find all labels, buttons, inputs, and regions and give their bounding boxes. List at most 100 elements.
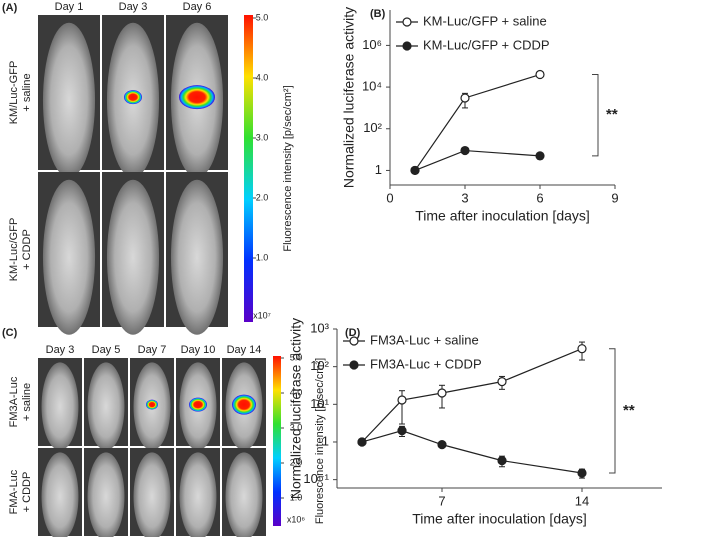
data-point: [437, 440, 447, 450]
mouse-body: [106, 179, 160, 335]
x-axis-label: Time after inoculation [days]: [415, 208, 590, 224]
colorbar-tick-label: 4.0: [290, 387, 303, 397]
colorbar-tick-label: 4.0: [256, 72, 269, 82]
row-label: KM/Luc-GFP: [8, 61, 20, 125]
mouse-body: [41, 362, 79, 451]
x-tick-label: 14: [575, 493, 589, 508]
y-axis-label: Normalized luciferase activity: [341, 7, 357, 188]
colorbar-title: Fluorescence intensity [p/sec/cm²]: [314, 358, 326, 524]
series-line: [414, 149, 541, 171]
mouse-body: [179, 452, 217, 537]
y-tick-label: 1: [322, 433, 329, 448]
row-label: KM-Luc/GFP: [8, 218, 20, 282]
day-label: Day 1: [55, 1, 84, 13]
day-label: Day 6: [183, 1, 212, 13]
significance-label: **: [623, 402, 635, 419]
mouse-body: [41, 452, 79, 537]
data-point: [437, 388, 447, 398]
colorbar-tick-label: 2.0: [290, 457, 303, 467]
x-tick-label: 6: [536, 190, 543, 205]
signal-spot: [232, 394, 256, 415]
y-tick-label: 10⁻¹: [303, 471, 329, 486]
y-tick-label: 10¹: [310, 396, 329, 411]
data-point: [535, 69, 545, 80]
significance-label: **: [606, 106, 618, 123]
legend-marker: [349, 360, 359, 370]
y-tick-label: 10⁴: [362, 79, 382, 94]
mouse-body: [87, 362, 125, 451]
colorbar-tick-label: 1.0: [290, 492, 303, 502]
day-label: Day 7: [138, 344, 167, 356]
mouse-body: [42, 179, 96, 335]
row-label: FM3A-Luc: [8, 376, 20, 427]
day-label: Day 3: [46, 344, 75, 356]
signal-spot: [189, 397, 207, 412]
legend-label: FM3A-Luc + CDDP: [370, 356, 482, 371]
day-label: Day 3: [119, 1, 148, 13]
data-point: [460, 145, 470, 156]
row-label: + CDDP: [21, 472, 33, 513]
data-point: [397, 395, 407, 405]
y-tick-label: 10³: [310, 320, 329, 335]
legend-marker: [349, 336, 359, 346]
data-point: [410, 165, 420, 176]
day-label: Day 14: [227, 344, 262, 356]
colorbar-tick-label: 5.0: [256, 12, 269, 22]
panel-label: (A): [2, 2, 18, 14]
data-point: [497, 377, 507, 387]
data-point: [535, 151, 545, 161]
data-point: [397, 426, 407, 436]
colorbar-tick-label: 3.0: [290, 422, 303, 432]
colorbar-title: Fluorescence intensity [p/sec/cm²]: [282, 85, 294, 251]
panel-label: (C): [2, 327, 18, 339]
row-label: + CDDP: [21, 229, 33, 270]
mouse-body: [87, 452, 125, 537]
signal-spot: [179, 85, 215, 110]
mouse-body: [133, 452, 171, 537]
row-label: FMA-Luc: [8, 469, 20, 514]
data-point: [577, 344, 587, 354]
mouse-body: [42, 22, 96, 178]
x-tick-label: 3: [461, 190, 468, 205]
legend-marker: [402, 17, 412, 27]
legend-label: KM-Luc/GFP + saline: [423, 13, 547, 28]
colorbar: [273, 356, 281, 526]
colorbar-exponent: x10⁶: [287, 514, 306, 524]
x-axis-label: Time after inoculation [days]: [412, 511, 587, 527]
data-point: [577, 468, 587, 478]
day-label: Day 5: [92, 344, 121, 356]
panel-label: (B): [370, 8, 386, 20]
row-label: + saline: [21, 383, 33, 421]
colorbar-tick-label: 3.0: [256, 132, 269, 142]
panel-label: (D): [345, 327, 361, 339]
series-line: [361, 430, 583, 474]
x-tick-label: 7: [438, 493, 445, 508]
legend-label: FM3A-Luc + saline: [370, 332, 479, 347]
data-point: [357, 437, 367, 447]
day-label: Day 10: [181, 344, 216, 356]
series-line: [414, 73, 541, 171]
colorbar: [244, 15, 253, 322]
x-tick-label: 9: [611, 190, 618, 205]
colorbar-tick-label: 2.0: [256, 192, 269, 202]
y-tick-label: 10²: [363, 120, 382, 135]
y-tick-label: 1: [375, 162, 382, 177]
row-label: + saline: [21, 73, 33, 111]
y-axis-label: Normalized luciferase activity: [288, 318, 304, 499]
y-tick-label: 10⁶: [362, 37, 382, 52]
x-tick-label: 0: [386, 190, 393, 205]
y-tick-label: 10²: [310, 358, 329, 373]
significance-bracket: [609, 348, 616, 474]
colorbar-tick-label: 5.0: [290, 352, 303, 362]
legend-label: KM-Luc/GFP + CDDP: [423, 37, 550, 52]
signal-spot: [146, 399, 158, 410]
significance-bracket: [592, 74, 599, 157]
colorbar-tick-label: 1.0: [256, 252, 269, 262]
data-point: [497, 456, 507, 466]
mouse-body: [170, 179, 224, 335]
mouse-body: [225, 452, 263, 537]
signal-spot: [124, 90, 142, 105]
data-point: [460, 93, 470, 103]
legend-marker: [402, 41, 412, 51]
